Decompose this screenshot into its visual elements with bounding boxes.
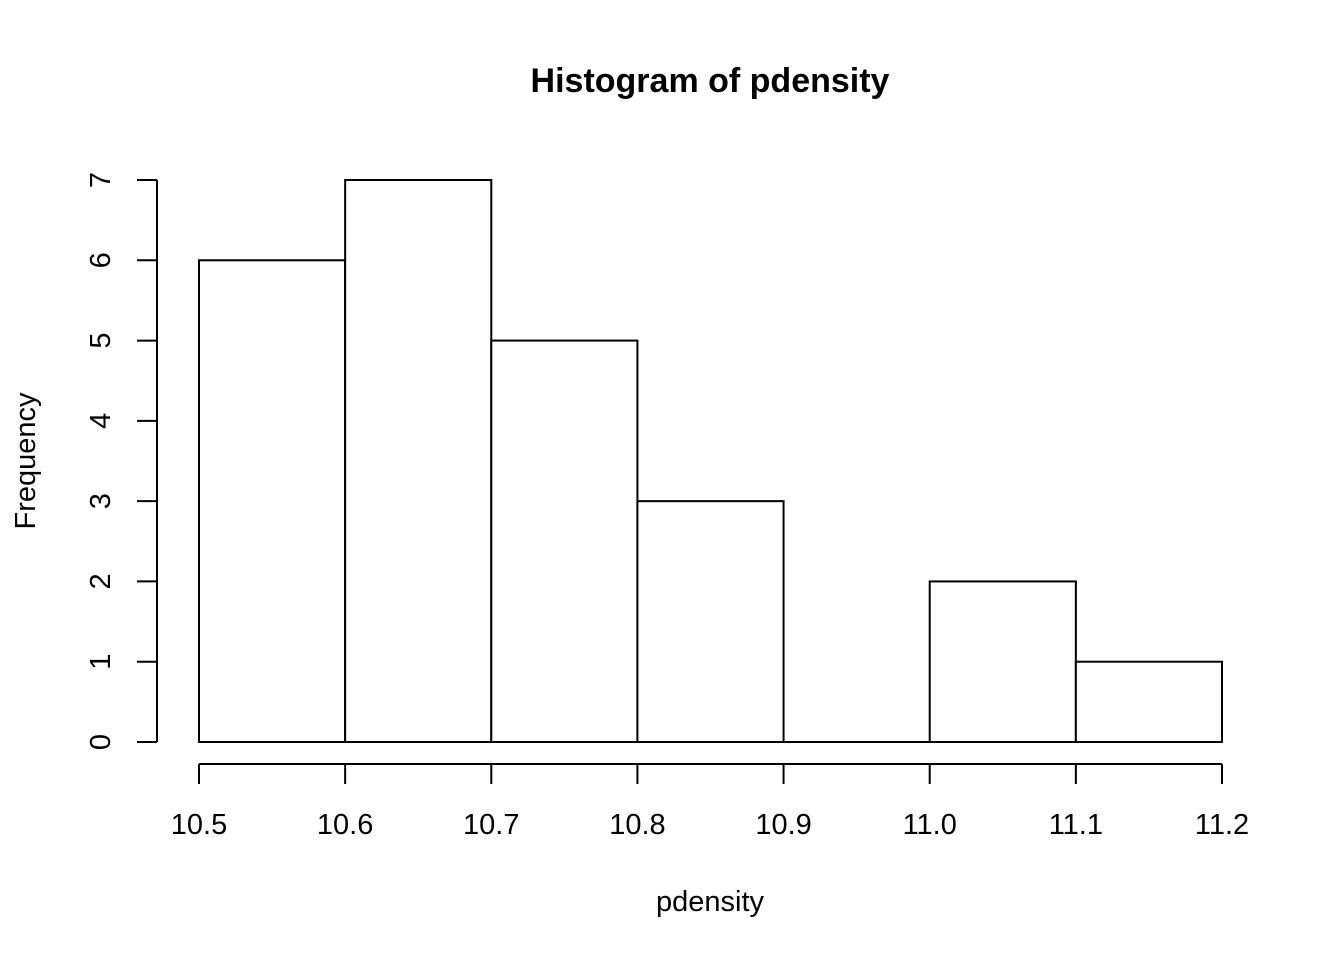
histogram-bar-6 (1074, 660, 1224, 744)
y-tick-label-5: 5 (85, 333, 117, 349)
y-axis: 0 1 2 3 4 5 6 7 (85, 172, 158, 750)
x-tick-label-0: 10.5 (171, 809, 227, 841)
x-axis-label: pdensity (656, 886, 765, 918)
x-tick-label-1: 10.6 (317, 809, 373, 841)
y-tick-label-0: 0 (85, 734, 117, 750)
x-tick-label-7: 11.2 (1195, 809, 1249, 841)
x-tick-label-2: 10.7 (463, 809, 519, 841)
histogram-bar-2 (490, 339, 639, 743)
x-tick-label-4: 10.9 (755, 809, 811, 841)
histogram-bar-5 (928, 580, 1077, 744)
histogram-bar-3 (636, 500, 785, 743)
y-tick-label-1: 1 (85, 654, 117, 670)
y-tick-label-6: 6 (85, 252, 117, 268)
histogram-bar-0 (198, 259, 347, 743)
y-tick-label-7: 7 (85, 172, 117, 188)
y-tick-label-2: 2 (85, 573, 117, 589)
x-tick-label-5: 11.0 (903, 809, 957, 841)
y-tick-label-3: 3 (85, 493, 117, 509)
x-tick-label-3: 10.8 (609, 809, 665, 841)
x-axis: 10.5 10.6 10.7 10.8 10.9 11.0 11.1 11.2 (171, 763, 1249, 841)
y-tick-label-4: 4 (85, 413, 117, 429)
chart-title: Histogram of pdensity (531, 62, 890, 100)
x-tick-label-6: 11.1 (1049, 809, 1103, 841)
histogram-bars (198, 179, 1224, 744)
histogram-bar-1 (344, 179, 493, 743)
y-axis-label: Frequency (10, 392, 42, 530)
